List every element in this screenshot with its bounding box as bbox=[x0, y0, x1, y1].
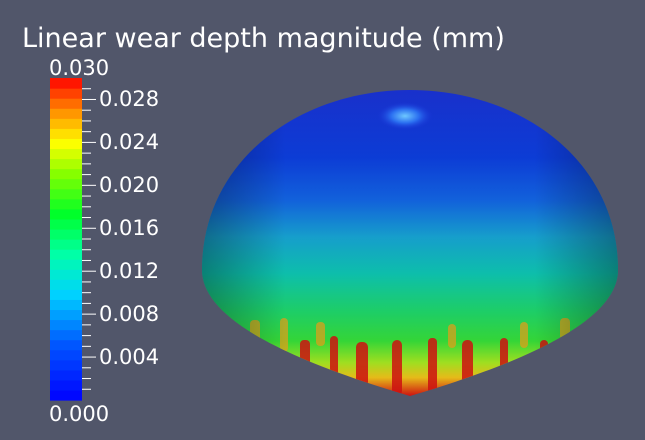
legend-color-step bbox=[50, 299, 82, 311]
legend-tick-label: 0.004 bbox=[99, 345, 160, 370]
legend-color-step bbox=[50, 118, 82, 129]
color-legend-bar bbox=[50, 78, 82, 401]
legend-color-step bbox=[50, 88, 82, 99]
legend-color-step bbox=[50, 359, 82, 371]
legend-tick-label: 0.028 bbox=[99, 87, 160, 112]
legend-color-step bbox=[50, 138, 82, 150]
legend-color-step bbox=[50, 108, 82, 119]
legend-color-step bbox=[50, 239, 82, 250]
legend-color-step bbox=[50, 208, 82, 220]
legend-tick-label: 0.008 bbox=[99, 302, 160, 327]
legend-color-step bbox=[50, 168, 82, 180]
legend-color-step bbox=[50, 188, 82, 200]
legend-color-step bbox=[50, 259, 82, 270]
legend-tick-label: 0.012 bbox=[99, 259, 160, 284]
legend-color-step bbox=[50, 379, 82, 391]
legend-color-step bbox=[50, 319, 82, 331]
legend-color-step bbox=[50, 218, 82, 230]
legend-color-step bbox=[50, 389, 82, 401]
scalar-bar-max-label: 0.030 bbox=[49, 56, 110, 80]
legend-color-step bbox=[50, 78, 82, 89]
legend-color-step bbox=[50, 309, 82, 321]
legend-tick-label: 0.024 bbox=[99, 130, 160, 155]
legend-color-step bbox=[50, 98, 82, 109]
legend-color-step bbox=[50, 158, 82, 170]
legend-color-step bbox=[50, 329, 82, 341]
scalar-bar-min-label: 0.000 bbox=[49, 402, 110, 426]
color-legend-ticks bbox=[82, 88, 96, 390]
legend-color-step bbox=[50, 249, 82, 260]
legend-tick-label: 0.020 bbox=[99, 173, 160, 198]
legend-color-step bbox=[50, 228, 82, 240]
legend-color-step bbox=[50, 339, 82, 351]
wear-hemisphere bbox=[202, 90, 618, 396]
legend-color-step bbox=[50, 178, 82, 190]
legend-color-step bbox=[50, 148, 82, 160]
legend-color-step bbox=[50, 128, 82, 139]
legend-tick-label: 0.016 bbox=[99, 216, 160, 241]
legend-color-step bbox=[50, 349, 82, 361]
legend-color-step bbox=[50, 289, 82, 300]
legend-color-step bbox=[50, 198, 82, 210]
legend-color-step bbox=[50, 279, 82, 290]
scalar-bar-title: Linear wear depth magnitude (mm) bbox=[22, 23, 505, 54]
legend-color-step bbox=[50, 369, 82, 381]
legend-color-step bbox=[50, 269, 82, 280]
